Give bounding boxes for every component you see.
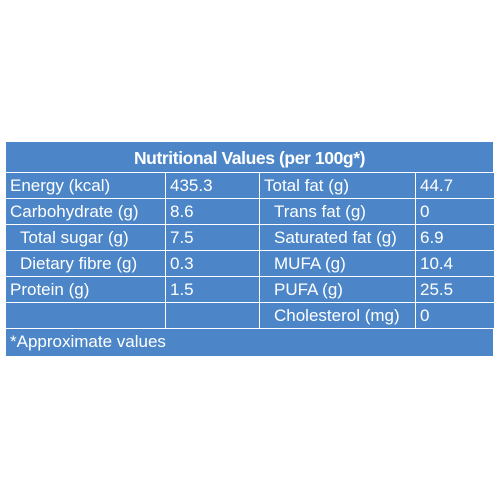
nutrition-facts-panel: Nutritional Values (per 100g*) Energy (k… [5,141,495,357]
nutrient-value-dietary-fibre: 0.3 [165,250,260,277]
empty-label-cell [5,302,166,329]
nutrient-label-dietary-fibre: Dietary fibre (g) [5,250,166,277]
nutrient-label-total-fat: Total fat (g) [259,172,416,199]
nutrient-value-energy: 435.3 [165,172,260,199]
nutrient-label-protein: Protein (g) [5,276,166,303]
table-row: Carbohydrate (g) 8.6 Trans fat (g) 0 [5,198,495,225]
nutrient-label-carbohydrate: Carbohydrate (g) [5,198,166,225]
nutrient-value-saturated-fat: 6.9 [415,224,495,251]
nutrient-label-trans-fat: Trans fat (g) [259,198,416,225]
nutrient-value-cholesterol: 0 [415,302,495,329]
nutrition-table: Energy (kcal) 435.3 Total fat (g) 44.7 C… [5,172,495,329]
nutrient-value-pufa: 25.5 [415,276,495,303]
nutrient-label-pufa: PUFA (g) [259,276,416,303]
table-row: Energy (kcal) 435.3 Total fat (g) 44.7 [5,172,495,199]
nutrient-label-energy: Energy (kcal) [5,172,166,199]
nutrient-label-mufa: MUFA (g) [259,250,416,277]
table-row: Total sugar (g) 7.5 Saturated fat (g) 6.… [5,224,495,251]
footnote: *Approximate values [5,328,494,357]
nutrient-value-protein: 1.5 [165,276,260,303]
table-row: Dietary fibre (g) 0.3 MUFA (g) 10.4 [5,250,495,277]
nutrition-table-title: Nutritional Values (per 100g*) [5,141,494,173]
table-row: Cholesterol (mg) 0 [5,302,495,329]
nutrient-value-mufa: 10.4 [415,250,495,277]
nutrient-label-total-sugar: Total sugar (g) [5,224,166,251]
nutrient-value-carbohydrate: 8.6 [165,198,260,225]
table-row: Protein (g) 1.5 PUFA (g) 25.5 [5,276,495,303]
nutrient-value-total-sugar: 7.5 [165,224,260,251]
nutrient-label-cholesterol: Cholesterol (mg) [259,302,416,329]
nutrient-value-trans-fat: 0 [415,198,495,225]
nutrient-label-saturated-fat: Saturated fat (g) [259,224,416,251]
nutrient-value-total-fat: 44.7 [415,172,495,199]
empty-value-cell [165,302,260,329]
